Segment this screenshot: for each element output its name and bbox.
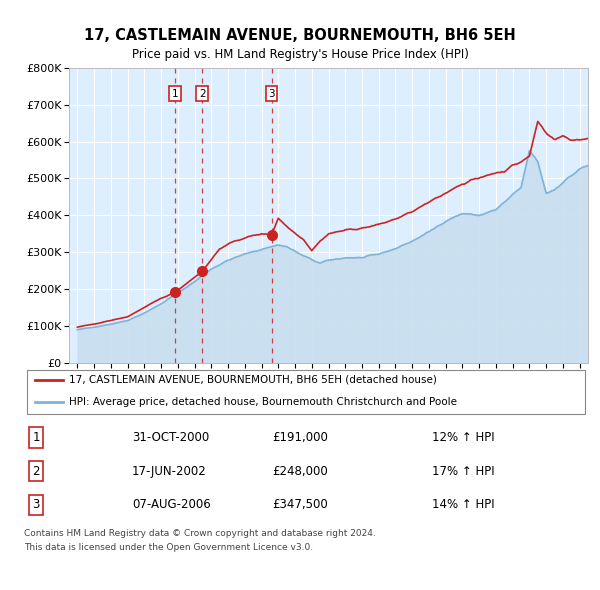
Text: 14% ↑ HPI: 14% ↑ HPI — [432, 498, 494, 512]
Text: 1: 1 — [172, 88, 178, 99]
Text: Contains HM Land Registry data © Crown copyright and database right 2024.: Contains HM Land Registry data © Crown c… — [24, 529, 376, 537]
Text: 3: 3 — [268, 88, 275, 99]
Text: 2: 2 — [199, 88, 206, 99]
Text: £191,000: £191,000 — [272, 431, 328, 444]
Text: 3: 3 — [32, 498, 40, 512]
Text: 17, CASTLEMAIN AVENUE, BOURNEMOUTH, BH6 5EH (detached house): 17, CASTLEMAIN AVENUE, BOURNEMOUTH, BH6 … — [69, 375, 437, 385]
Text: This data is licensed under the Open Government Licence v3.0.: This data is licensed under the Open Gov… — [24, 543, 313, 552]
Text: HPI: Average price, detached house, Bournemouth Christchurch and Poole: HPI: Average price, detached house, Bour… — [69, 398, 457, 408]
Text: Price paid vs. HM Land Registry's House Price Index (HPI): Price paid vs. HM Land Registry's House … — [131, 48, 469, 61]
Text: 17-JUN-2002: 17-JUN-2002 — [132, 464, 207, 478]
Text: 17, CASTLEMAIN AVENUE, BOURNEMOUTH, BH6 5EH: 17, CASTLEMAIN AVENUE, BOURNEMOUTH, BH6 … — [84, 28, 516, 43]
Text: £248,000: £248,000 — [272, 464, 328, 478]
Text: 12% ↑ HPI: 12% ↑ HPI — [432, 431, 494, 444]
Text: 1: 1 — [32, 431, 40, 444]
Text: £347,500: £347,500 — [272, 498, 328, 512]
Text: 2: 2 — [32, 464, 40, 478]
Text: 31-OCT-2000: 31-OCT-2000 — [132, 431, 209, 444]
Text: 07-AUG-2006: 07-AUG-2006 — [132, 498, 211, 512]
Text: 17% ↑ HPI: 17% ↑ HPI — [432, 464, 494, 478]
FancyBboxPatch shape — [27, 370, 585, 414]
